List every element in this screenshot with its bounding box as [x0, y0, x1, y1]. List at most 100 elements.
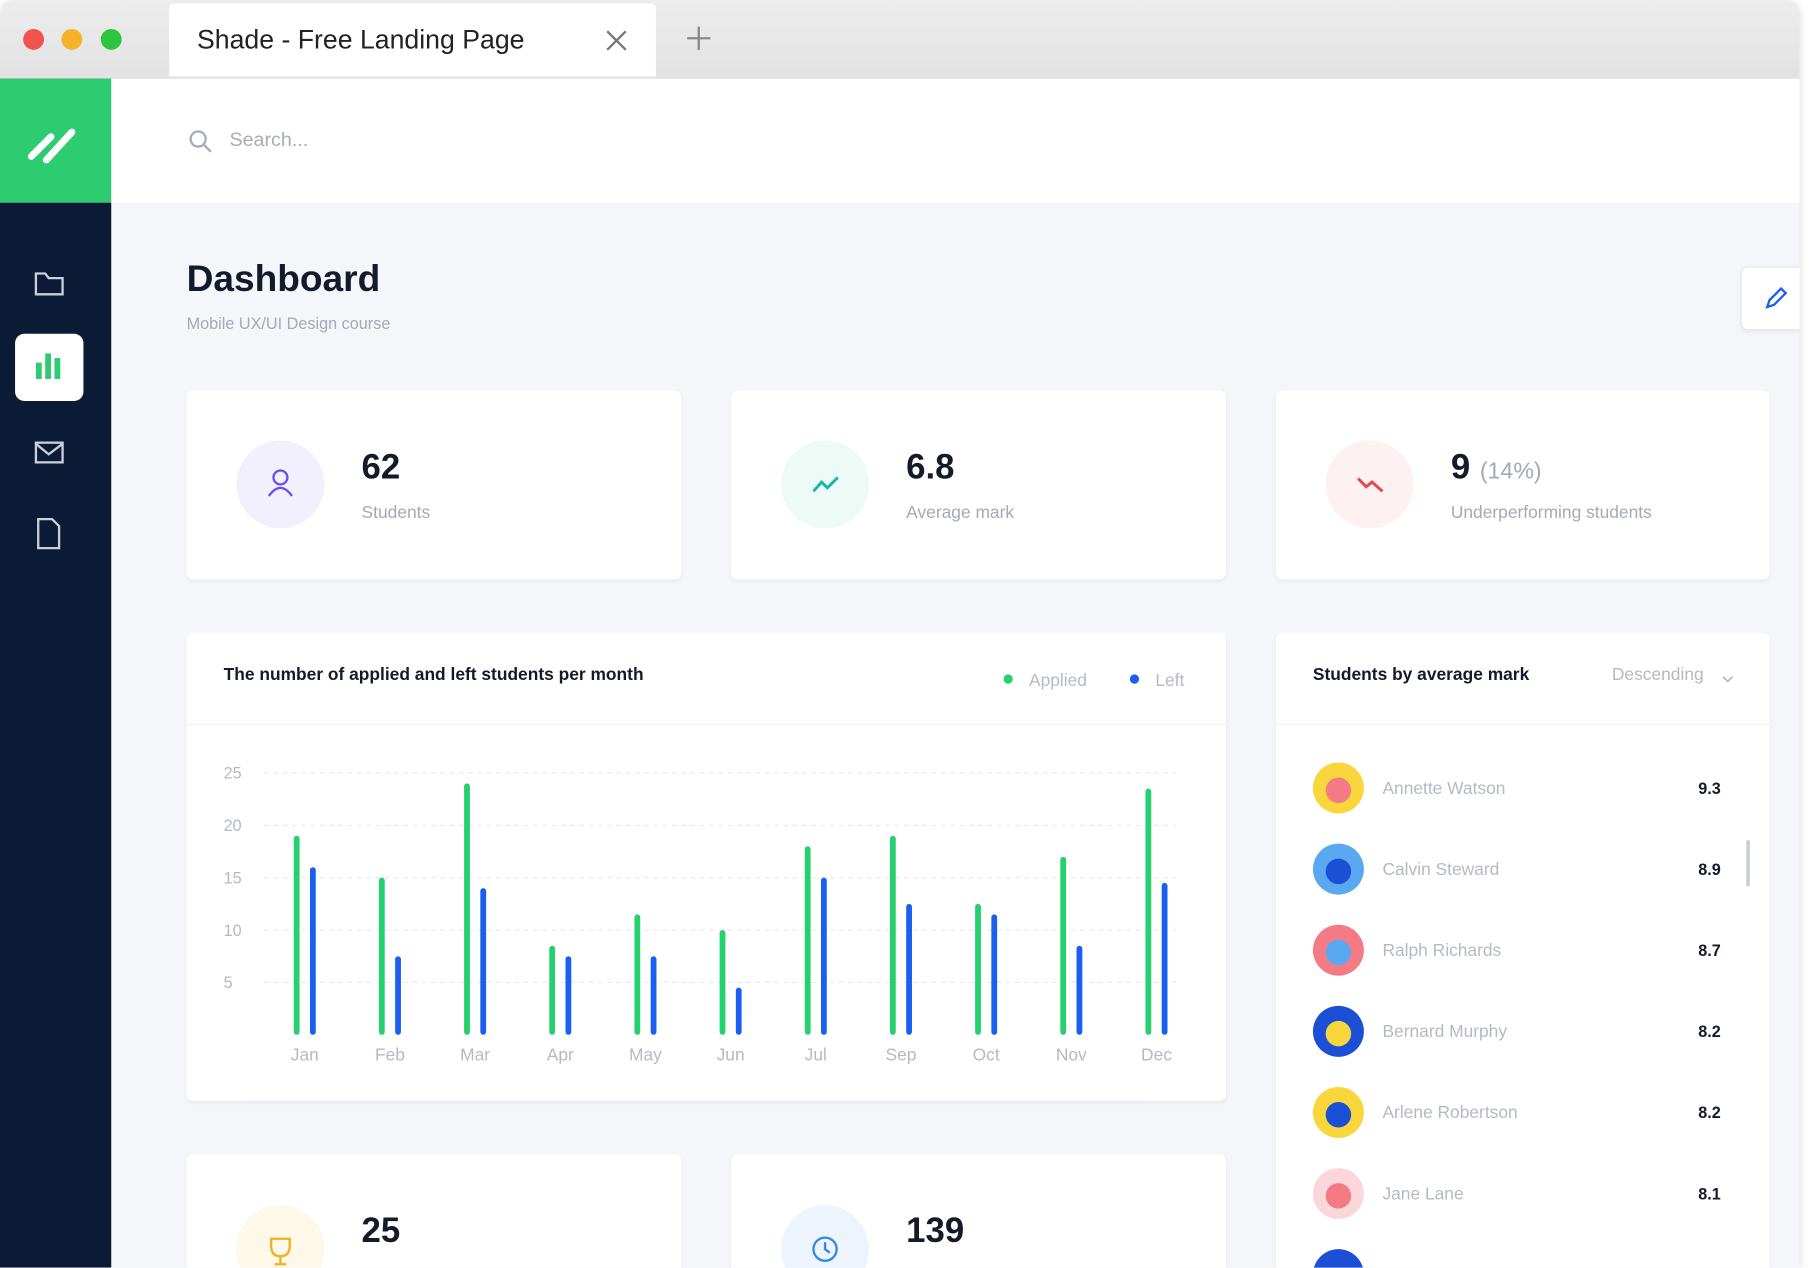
avatar-face: [1325, 1020, 1352, 1047]
avatar-face: [1325, 858, 1352, 885]
x-tick-label: Apr: [547, 1044, 574, 1064]
legend-marker: [1129, 674, 1140, 684]
avatar: [1313, 1249, 1363, 1268]
bar: [378, 877, 385, 1035]
student-name: Ralph Richards: [1382, 940, 1501, 960]
bar: [1145, 788, 1152, 1035]
bar: [1060, 856, 1067, 1035]
stat-value: 62: [361, 448, 401, 487]
stat-card: 62 Students: [186, 390, 682, 580]
traffic-lights[interactable]: [0, 0, 151, 79]
chart-card: The number of applied and left students …: [186, 632, 1227, 1101]
bar: [719, 930, 726, 1035]
x-tick-label: Mar: [460, 1044, 490, 1064]
bar: [650, 956, 657, 1035]
x-tick-label: Feb: [375, 1044, 405, 1064]
bar: [634, 914, 641, 1035]
tab-bar: Shade - Free Landing Page: [0, 0, 1800, 80]
new-tab[interactable]: [686, 25, 711, 50]
bar: [991, 914, 998, 1035]
avatar-face: [1325, 1183, 1352, 1209]
sort-dropdown[interactable]: Descending: [1612, 664, 1704, 684]
student-name: Arlene Robertson: [1382, 1102, 1517, 1122]
student-name: Jane Lane: [1382, 1183, 1463, 1203]
y-tick-label: 5: [224, 974, 233, 992]
x-tick-label: Jul: [805, 1044, 827, 1064]
page-subtitle: Mobile UX/UI Design course: [186, 314, 391, 333]
stat-percent: (14%): [1479, 458, 1542, 485]
y-tick-label: 10: [224, 922, 242, 940]
edit-button[interactable]: [1740, 266, 1800, 331]
stat-value: 25: [361, 1212, 401, 1251]
avatar-face: [1325, 1102, 1352, 1128]
bar: [565, 956, 572, 1035]
student-name: Bernard Murphy: [1382, 1021, 1507, 1041]
x-tick-label: May: [629, 1044, 662, 1064]
bar: [821, 877, 827, 1035]
stat-icon: [781, 1205, 870, 1268]
scrollbar[interactable]: [1746, 840, 1750, 887]
x-tick-label: Dec: [1141, 1044, 1172, 1064]
stat-value: 9 (14%): [1451, 448, 1542, 487]
bar: [309, 867, 316, 1035]
search-icon: [189, 130, 212, 153]
legend-label: Left: [1155, 670, 1184, 690]
stat-label: Students: [361, 502, 431, 523]
x-tick-label: Jun: [717, 1044, 745, 1064]
bar: [735, 987, 742, 1035]
sidebar-icons: [15, 272, 84, 550]
logo[interactable]: [0, 78, 112, 203]
avatar-face: [1325, 777, 1352, 804]
chart-title: The number of applied and left students …: [224, 664, 644, 684]
x-tick-label: Oct: [973, 1044, 1000, 1064]
student-mark: 8.2: [1698, 1104, 1721, 1122]
stat-label: Underperforming students: [1450, 502, 1652, 523]
student-mark: 8.2: [1698, 1023, 1721, 1041]
stat-value: 9: [1450, 448, 1471, 487]
avatar-face: [1325, 939, 1352, 966]
tab-title: Shade - Free Landing Page: [196, 24, 525, 55]
bar: [480, 888, 487, 1035]
bar: [889, 835, 896, 1035]
sidebar: [0, 78, 112, 1268]
stat-icon: [236, 440, 325, 529]
stat-card: 9 (14%) Underperforming students: [1275, 390, 1770, 580]
y-tick-label: 25: [224, 765, 242, 783]
stat-icon: [1325, 440, 1414, 529]
student-name: Calvin Steward: [1382, 859, 1499, 879]
bar: [293, 835, 300, 1035]
search-bar[interactable]: Search...: [111, 78, 1800, 203]
x-tick-label: Sep: [886, 1044, 917, 1064]
student-mark: 8.9: [1698, 861, 1721, 879]
ranking: Students by average mark Descending Anne…: [1275, 664, 1770, 1268]
stat-value: 139: [906, 1212, 965, 1251]
bar: [804, 846, 811, 1035]
x-tick-label: Nov: [1056, 1044, 1087, 1064]
x-tick-label: Jan: [291, 1044, 319, 1064]
stat-icon: [781, 440, 870, 529]
student-mark: 8.1: [1698, 1185, 1721, 1203]
tab[interactable]: Shade - Free Landing Page: [169, 3, 656, 77]
bar: [464, 783, 470, 1035]
search-placeholder: Search...: [229, 128, 309, 151]
stat-label: Average mark: [906, 502, 1015, 523]
dropdown-chevron[interactable]: [1722, 676, 1734, 683]
bar: [975, 903, 981, 1035]
stat-value: 6.8: [906, 448, 955, 487]
bar: [549, 945, 556, 1035]
close-tab[interactable]: [605, 29, 628, 52]
stat-card: 25: [186, 1154, 682, 1268]
bar: [1076, 945, 1083, 1035]
bar: [906, 903, 912, 1035]
ranking-title: Students by average mark: [1313, 664, 1530, 684]
legend-marker: [1003, 674, 1013, 684]
student-mark: 9.3: [1698, 780, 1721, 798]
y-tick-label: 20: [224, 817, 242, 835]
ranking-card: Students by average mark Descending Anne…: [1275, 632, 1770, 1268]
stat-card: 6.8 Average mark: [731, 390, 1227, 580]
y-tick-label: 15: [224, 869, 242, 887]
student-name: Annette Watson: [1382, 778, 1505, 798]
